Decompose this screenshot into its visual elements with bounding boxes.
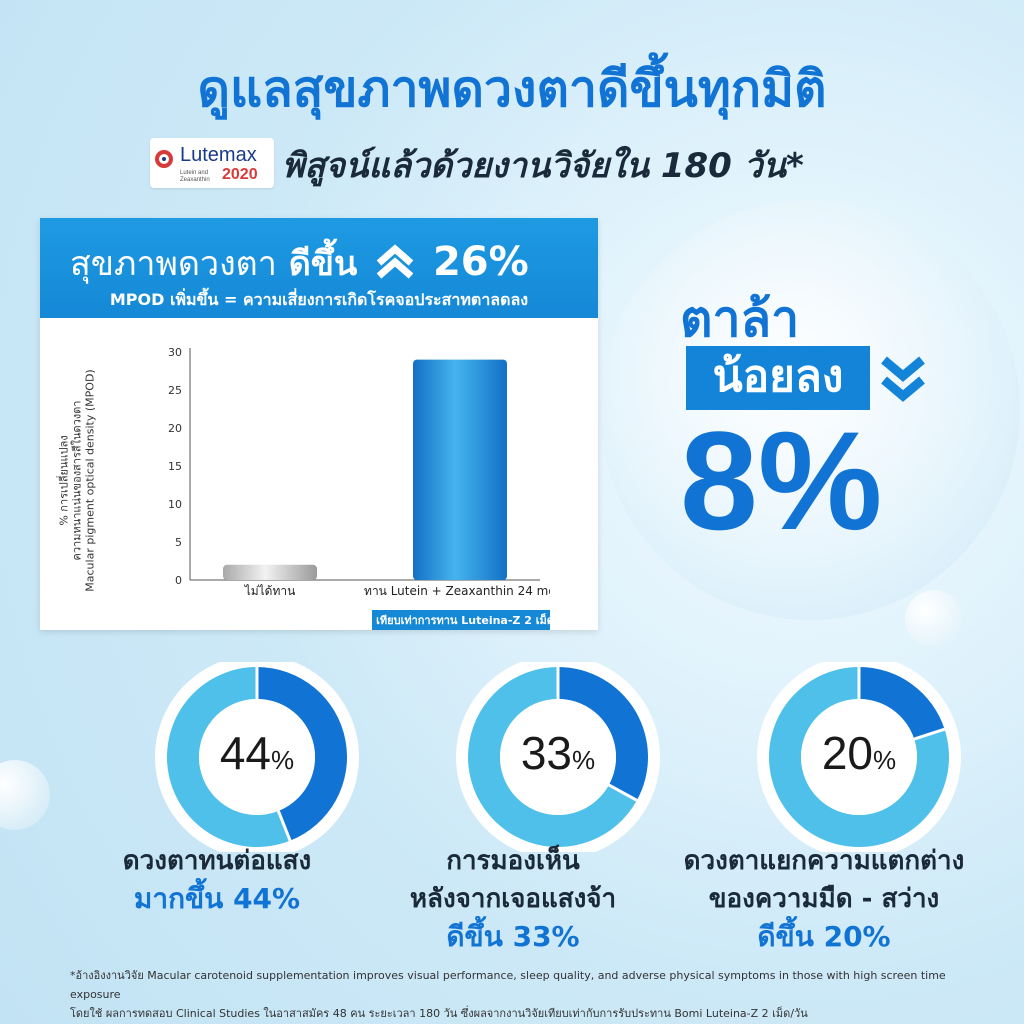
donut-unit: % xyxy=(271,745,295,775)
donut-divider xyxy=(913,727,946,741)
donut-caption-line1: ดวงตาทนต่อแสง xyxy=(122,846,312,876)
footnote-line: *อ้างอิงงานวิจัย Macular carotenoid supp… xyxy=(70,969,946,1001)
footnote: *อ้างอิงงานวิจัย Macular carotenoid supp… xyxy=(70,966,970,1023)
donut-rest-segment xyxy=(769,667,949,847)
donut-rest-segment xyxy=(167,667,291,847)
donut-caption-line2: หลังจากเจอแสงจ้า xyxy=(409,884,617,914)
ylabel-line: % การเปลี่ยนแปลง xyxy=(57,434,71,526)
donut-hole xyxy=(500,699,616,815)
donut-value-segment xyxy=(859,667,945,740)
logo-year: 2020 xyxy=(222,166,258,183)
y-tick-label: 30 xyxy=(168,346,182,359)
chart-header-emph: ดีขึ้น xyxy=(288,244,358,284)
donut-caption-line1: การมองเห็น xyxy=(446,846,580,876)
bar xyxy=(413,359,507,580)
callout-line1: ตาล้า xyxy=(680,290,800,348)
donut-caption-line2: ของความมืด - สว่าง xyxy=(708,884,940,914)
donut-number: 20 xyxy=(821,727,874,779)
y-tick-label: 25 xyxy=(168,384,182,397)
page-subtitle: พิสูจน์แล้วด้วยงานวิจัยใน 180 วัน* xyxy=(282,146,804,186)
donut-divider xyxy=(276,810,292,842)
donut-rest-segment xyxy=(468,667,637,847)
background-orb xyxy=(600,200,1020,620)
lutemax-logo: Lutemax Lutein and Zeaxanthin 2020 xyxy=(150,138,274,188)
donut-chart xyxy=(155,662,359,852)
double-chevron-up-icon xyxy=(376,244,414,279)
callout-line2: น้อยลง xyxy=(686,346,870,410)
background-bubble xyxy=(905,590,963,648)
donut-number: 44 xyxy=(219,727,272,779)
double-chevron-down-icon xyxy=(881,356,925,402)
donut-stat: 44% xyxy=(122,662,422,992)
bar-annotation-box xyxy=(372,610,550,630)
callout-value: 8% xyxy=(680,402,883,559)
y-tick-label: 15 xyxy=(168,460,182,473)
donut-chart xyxy=(757,662,961,852)
donut-unit: % xyxy=(572,745,596,775)
donut-divider xyxy=(608,783,638,802)
donut-caption: การมองเห็น หลังจากเจอแสงจ้า ดีขึ้น 33% xyxy=(398,842,628,956)
footnote-line: โดยใช้ ผลการทดสอบ Clinical Studies ในอาส… xyxy=(70,1007,808,1020)
subtitle-row: Lutemax Lutein and Zeaxanthin 2020 พิสูจ… xyxy=(150,136,890,190)
chart-header-subline: MPOD เพิ่มขึ้น = ความเสี่ยงการเกิดโรคจอป… xyxy=(109,290,529,309)
donut-chart xyxy=(456,662,660,852)
y-tick-label: 10 xyxy=(168,498,182,511)
donut-stat: 33% xyxy=(423,662,723,992)
donut-value: 44% xyxy=(122,726,392,780)
donut-value-segment xyxy=(257,667,348,841)
chart-ylabel: % การเปลี่ยนแปลง ความหนาแน่นของสารสีในดว… xyxy=(54,330,100,630)
donut-caption: ดวงตาทนต่อแสง มากขึ้น 44% xyxy=(102,842,332,918)
donut-caption-highlight: ดีขึ้น 20% xyxy=(757,920,891,953)
bar-chart-plot: 0 5 10 15 20 25 30 ไม่ได้ทาน ทาน Lutein + Zeaxa… xyxy=(168,346,550,630)
chart-header-value: 26% xyxy=(432,239,529,285)
y-tick-label: 0 xyxy=(175,574,182,587)
x-tick-label: ไม่ได้ทาน xyxy=(244,584,296,598)
y-tick-label: 20 xyxy=(168,422,182,435)
page-title: ดูแลสุขภาพดวงตาดีขึ้นทุกมิติ xyxy=(197,60,827,118)
donut-hole xyxy=(199,699,315,815)
donut-unit: % xyxy=(873,745,897,775)
mpod-chart-card: สุขภาพดวงตา ดีขึ้น 26% MPOD เพิ่มขึ้น = … xyxy=(40,218,598,630)
donut-caption: ดวงตาแยกความแตกต่าง ของความมืด - สว่าง ด… xyxy=(674,842,974,956)
eye-strain-callout: ตาล้า น้อยลง 8% xyxy=(680,280,925,559)
background-bubble xyxy=(0,760,50,830)
ylabel-line: ความหนาแน่นของสารสีในดวงตา xyxy=(70,400,84,560)
ylabel-line: Macular pigment optical density (MPOD) xyxy=(83,368,97,592)
logo-sub: Lutein and Zeaxanthin xyxy=(180,170,210,183)
bar xyxy=(223,564,317,580)
x-tick-label: ทาน Lutein + Zeaxanthin 24 mg xyxy=(364,584,550,598)
donut-caption-highlight: มากขึ้น 44% xyxy=(133,882,301,915)
donut-caption-highlight: ดีขึ้น 33% xyxy=(446,920,580,953)
donut-value: 33% xyxy=(423,726,693,780)
bar-annotation-label: เทียบเท่าการทาน Luteina-Z 2 เม็ด xyxy=(376,613,550,627)
chart-header-headline: สุขภาพดวงตา ดีขึ้น 26% xyxy=(70,236,529,290)
chart-header-prefix: สุขภาพดวงตา xyxy=(70,244,277,284)
donut-number: 33 xyxy=(520,727,573,779)
donut-hole xyxy=(801,699,917,815)
logo-name: Lutemax xyxy=(180,144,257,166)
logo-ring-icon xyxy=(155,150,173,168)
donut-value: 20% xyxy=(724,726,994,780)
donut-stat: 20% xyxy=(724,662,1024,992)
y-tick-label: 5 xyxy=(175,536,182,549)
donut-value-segment xyxy=(558,667,648,801)
chart-header: สุขภาพดวงตา ดีขึ้น 26% MPOD เพิ่มขึ้น = … xyxy=(40,218,598,318)
donut-caption-line1: ดวงตาแยกความแตกต่าง xyxy=(683,846,965,876)
